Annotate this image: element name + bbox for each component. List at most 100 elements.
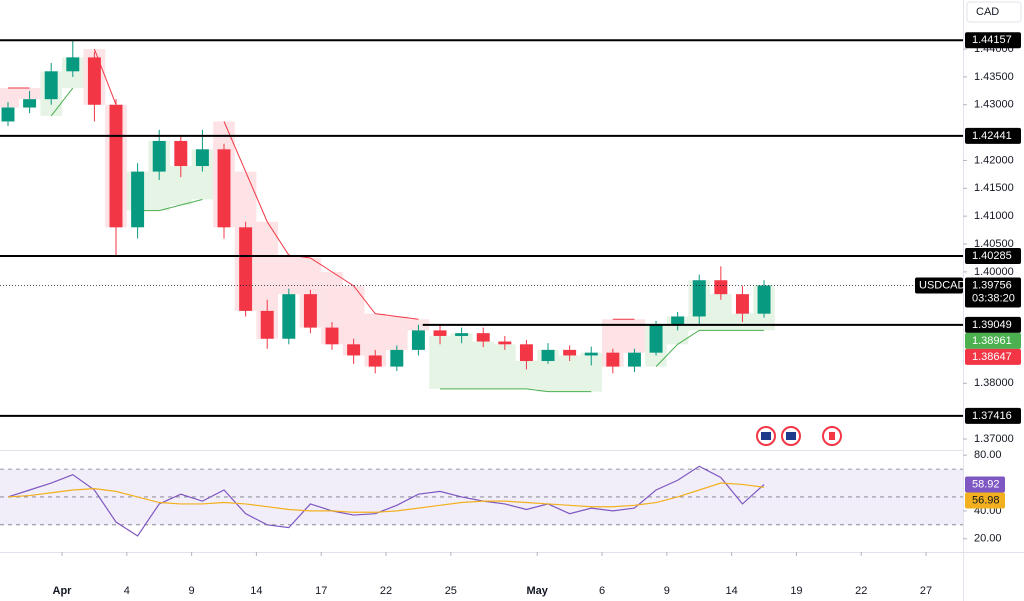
candle-body	[174, 140, 188, 167]
candle-body	[368, 355, 382, 367]
rsi-line	[7, 482, 765, 513]
candle-body	[498, 341, 512, 345]
level-label: 1.39049	[972, 319, 1012, 331]
supertrend-fill	[429, 335, 451, 389]
y-tick-label: 1.37000	[974, 433, 1014, 445]
price-label: 1.39756	[972, 279, 1012, 291]
y-tick-label: 1.41000	[974, 210, 1014, 222]
supertrend-fill	[342, 285, 365, 356]
currency-box[interactable]	[966, 1, 1022, 23]
candle-body	[195, 149, 209, 167]
supertrend-line	[50, 87, 765, 393]
y-tick-label: 80.00	[974, 449, 1002, 461]
candle-body	[239, 227, 253, 311]
supertrend-fill	[386, 316, 408, 350]
supertrend-fill	[256, 221, 279, 339]
supertrend-fill	[472, 341, 495, 389]
candle-body	[433, 330, 447, 336]
supertrend-fill	[321, 271, 343, 345]
candle-body	[411, 330, 425, 350]
supertrend-fill	[515, 361, 538, 389]
rsi-label: 56.98	[972, 494, 1000, 506]
value-badge	[965, 332, 1021, 349]
x-tick-label: 9	[189, 585, 195, 597]
candle-body	[476, 333, 490, 342]
supertrend-line	[7, 48, 635, 320]
level-label: 1.44157	[972, 34, 1012, 46]
supertrend-fill	[278, 255, 300, 295]
x-tick-label: 17	[315, 585, 327, 597]
supertrend-fill	[494, 344, 516, 389]
candle-body	[757, 285, 771, 314]
y-tick-label: 20.00	[974, 533, 1002, 545]
level-badge	[965, 32, 1021, 49]
level-badge	[965, 127, 1021, 144]
y-tick-label: 1.42000	[974, 154, 1014, 166]
level-badge	[965, 316, 1021, 333]
price-badge	[965, 277, 1021, 308]
candle-body	[282, 294, 296, 339]
supertrend-fill	[450, 333, 473, 389]
symbol-label: USDCAD	[919, 279, 966, 291]
supertrend-fill	[0, 88, 19, 108]
x-tick-label: 27	[920, 585, 932, 597]
value-label: 1.38647	[972, 351, 1012, 363]
x-tick-label: 14	[726, 585, 738, 597]
y-tick-label: 1.43000	[974, 99, 1014, 111]
rsi-label: 58.92	[972, 478, 1000, 490]
countdown: 03:38:20	[972, 292, 1015, 304]
y-tick-label: 1.41500	[974, 182, 1014, 194]
level-label: 1.42441	[972, 130, 1012, 142]
x-tick-label: 9	[664, 585, 670, 597]
candle-body	[325, 327, 339, 345]
supertrend-fill	[558, 355, 581, 392]
value-label: 1.38961	[972, 335, 1012, 347]
candle-body	[66, 57, 80, 72]
x-tick-label: 22	[855, 585, 867, 597]
candle-body	[23, 99, 37, 108]
candle-body	[714, 280, 728, 295]
rsi-badge	[965, 492, 1005, 509]
supertrend-fill	[710, 294, 732, 331]
x-tick-label: 19	[790, 585, 802, 597]
candle-body	[541, 349, 555, 362]
candle-body	[87, 57, 101, 105]
candle-body	[627, 352, 641, 367]
x-tick-label: 14	[250, 585, 262, 597]
supertrend-fill	[170, 166, 192, 206]
y-tick-label: 1.38000	[974, 377, 1014, 389]
candle-body	[152, 140, 166, 172]
candle-body	[131, 171, 145, 228]
candle-body	[455, 333, 469, 336]
candle-body	[519, 344, 533, 362]
event-flags[interactable]	[756, 426, 842, 446]
candle-body	[735, 294, 749, 314]
level-label: 1.40285	[972, 250, 1012, 262]
x-tick-label: 4	[124, 585, 130, 597]
x-tick-label: Apr	[53, 585, 73, 597]
candle-body	[584, 352, 598, 356]
level-badge	[965, 248, 1021, 265]
candle-body	[671, 316, 685, 325]
candle-body	[303, 294, 317, 328]
supertrend-fill	[623, 319, 646, 353]
x-tick-label: 6	[599, 585, 605, 597]
x-tick-label: May	[527, 585, 549, 597]
y-tick-label: 1.40500	[974, 238, 1014, 250]
candle-body	[260, 310, 274, 339]
level-label: 1.37416	[972, 410, 1012, 422]
symbol-badge	[915, 277, 963, 294]
rsi-badge	[965, 476, 1005, 493]
candle-body	[217, 149, 231, 228]
value-badge	[965, 348, 1021, 365]
candle-body	[390, 349, 404, 367]
candle-body	[44, 71, 58, 100]
candle-body	[109, 104, 123, 228]
y-tick-label: 1.43500	[974, 71, 1014, 83]
y-tick-label: 1.40000	[974, 266, 1014, 278]
level-badge	[965, 407, 1021, 424]
x-tick-label: 22	[380, 585, 392, 597]
x-tick-label: 25	[445, 585, 457, 597]
